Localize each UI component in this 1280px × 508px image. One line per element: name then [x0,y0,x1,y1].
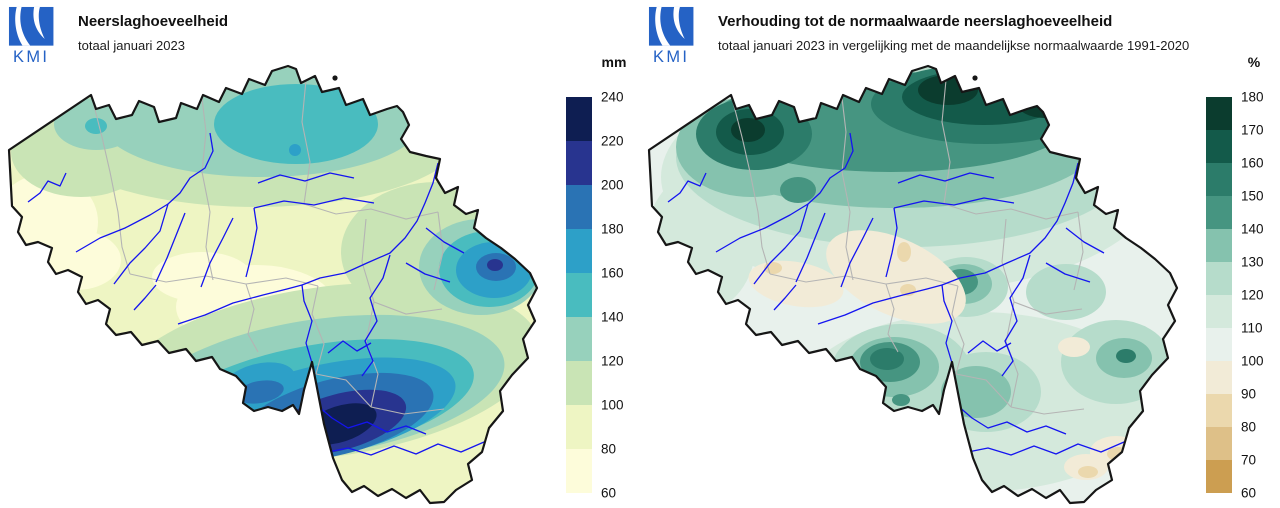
legend-tick-label: 130 [1241,254,1264,270]
legend-swatch [566,185,592,229]
contour-band [731,118,765,142]
contour-band [941,366,1011,418]
contour-band [826,230,966,324]
legend-unit-label: % [1247,54,1261,70]
panel-precipitation-total: KMI Neerslaghoeveelheid totaal januari 2… [0,0,640,507]
legend-unit-label: mm [601,54,627,70]
legend-tick-label: 220 [601,133,624,149]
legend-tick-label: 80 [1241,419,1257,435]
legend-swatch [1206,427,1232,460]
precipitation-map [7,64,539,505]
legend-swatch [1206,130,1232,163]
legend-colorbar [1206,97,1232,493]
map-fill-layer [649,66,1177,503]
contour-band [870,348,904,370]
legend-swatch [566,141,592,185]
legend-tick-label: 90 [1241,386,1257,402]
legend-swatch [1206,394,1232,427]
legend-tick-label: 120 [1241,287,1264,303]
legend-tick-label: 140 [1241,221,1264,237]
kmi-logo-cutout [673,6,685,39]
map-subtitle: totaal januari 2023 [78,38,185,53]
legend-swatch [1206,196,1232,229]
legend-swatch [1206,295,1232,328]
legend-tick-label: 180 [601,221,624,237]
legend-tick-label: 100 [601,397,624,413]
legend-swatch [566,273,592,317]
contour-band [289,144,301,156]
kmi-logo-icon: KMI [8,6,54,64]
exclave-dot [972,75,978,81]
legend-tick-label: 160 [601,265,624,281]
legend-tick-labels: 240 220 200 180 160 140 120 100 80 60 [601,90,645,501]
legend-tick-label: 160 [1241,155,1264,171]
contour-band [1116,349,1136,363]
kmi-logo-cutout [33,6,45,39]
kmi-logo-cutout [15,6,31,46]
map-title: Neerslaghoeveelheid [78,13,229,30]
legend-tick-label: 200 [601,177,624,193]
kmi-logo-text: KMI [13,48,49,64]
contour-band [214,84,378,164]
exclave-dot [332,75,338,81]
legend-swatch [1206,262,1232,295]
legend-swatch [566,405,592,449]
legend-tick-label: 150 [1241,188,1264,204]
legend-swatch [566,317,592,361]
ratio-map [647,64,1179,505]
legend-tick-label: 80 [601,441,617,457]
legend-swatch [1206,97,1232,130]
contour-band [1026,264,1106,320]
contour-band [236,380,284,404]
legend-swatch [1206,229,1232,262]
legend-tick-label: 170 [1241,122,1264,138]
legend-swatch [1206,163,1232,196]
legend-tick-label: 110 [1241,320,1263,336]
legend-tick-label: 120 [601,353,624,369]
contour-bands [649,66,1171,492]
legend-tick-labels: 180 170 160 150 140 130 120 110 100 90 80 70 60 [1241,90,1280,501]
contour-band [897,242,911,262]
legend-swatch [566,361,592,405]
contour-band [1078,466,1098,478]
contour-band [892,394,910,406]
map-title: Verhouding tot de normaalwaarde neerslag… [718,13,1113,30]
legend-tick-label: 140 [601,309,624,325]
contour-band [31,230,121,290]
legend-tick-label: 240 [601,89,624,105]
legend-swatch [1206,361,1232,394]
legend-colorbar [566,97,592,493]
panel-precipitation-ratio: KMI Verhouding tot de normaalwaarde neer… [640,0,1280,507]
legend-tick-label: 100 [1241,353,1264,369]
legend-tick-label: 60 [1241,485,1257,501]
legend-swatch [1206,328,1232,361]
legend-swatch [566,449,592,493]
kmi-logo-text: KMI [653,48,689,64]
contour-band [85,118,107,134]
map-fill-layer [9,66,537,503]
kmi-logo-icon: KMI [648,6,694,64]
contour-band [854,377,874,391]
kmi-logo-cutout [655,6,671,46]
legend-tick-label: 70 [1241,452,1257,468]
contour-band [487,259,503,271]
map-subtitle: totaal januari 2023 in vergelijking met … [718,38,1190,53]
legend-swatch [1206,460,1232,493]
legend-tick-label: 60 [601,485,617,501]
legend-swatch [566,229,592,273]
legend-tick-label: 180 [1241,89,1264,105]
legend-swatch [566,97,592,141]
contour-band [780,177,816,203]
contour-band [1058,337,1090,357]
